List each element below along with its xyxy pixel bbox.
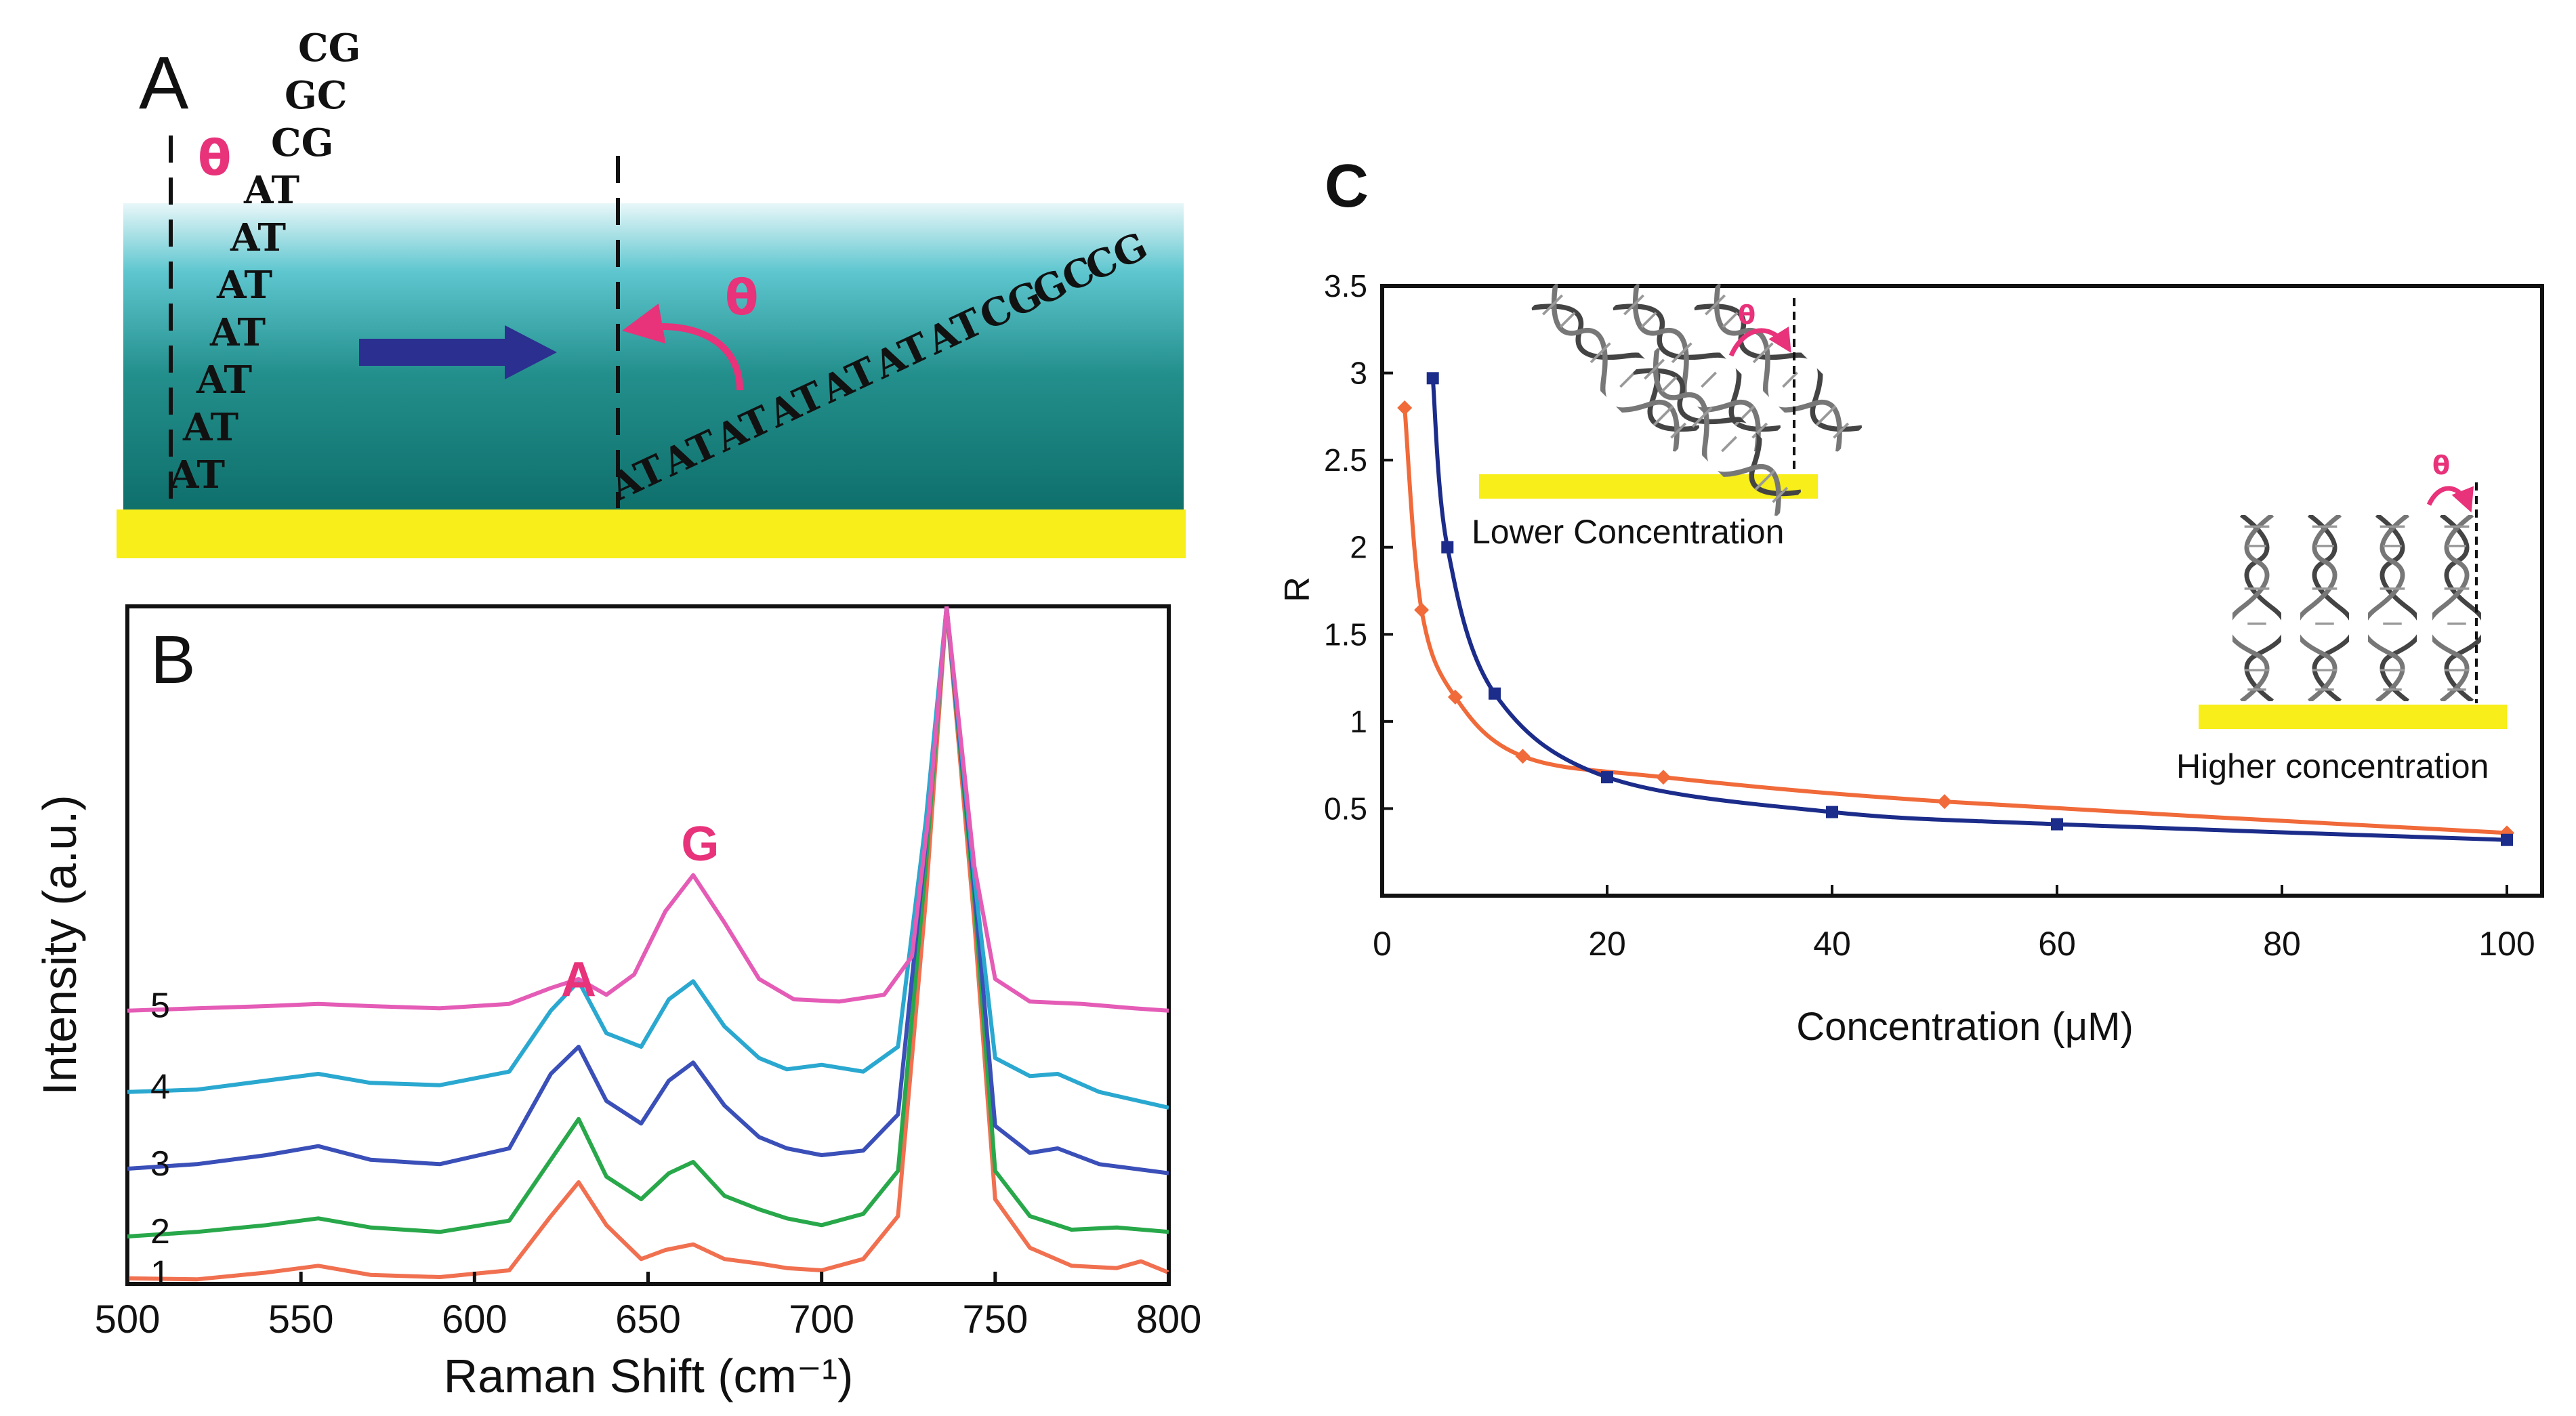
peak-labels: AG [561,817,719,1007]
inset-lower-concentration: θ Lower Concentration [1472,274,1872,551]
c-x-tick-label: 40 [1813,925,1851,963]
base-pair-left: GC [285,73,347,118]
spectrum-label: 2 [150,1212,170,1251]
data-point-blue [2051,818,2063,831]
c-x-tick-label: 100 [2478,925,2535,963]
inset-lower-substrate [1479,474,1818,499]
spectrum-5 [127,606,1169,1013]
c-x-tick-label: 20 [1588,925,1626,963]
data-point-blue [1441,541,1454,554]
inset-lower-theta: θ [1738,300,1756,330]
theta-symbol-right: θ [725,269,758,326]
data-point-blue [1601,771,1613,784]
transition-arrow [359,325,557,379]
base-pair-left: AT [182,405,238,450]
spectrum-label: 3 [150,1144,170,1184]
data-point-orange [1656,770,1671,785]
data-point-blue [1489,687,1501,700]
c-y-axis-title: R [1278,577,1317,602]
inset-lower-label: Lower Concentration [1472,513,1784,551]
base-pair-left: AT [230,215,286,260]
inset-higher-substrate [2199,705,2507,729]
base-pair-left: AT [216,263,272,308]
spectrum-3 [127,606,1169,1175]
c-x-tick-label: 80 [2263,925,2301,963]
spectrum-label: 4 [150,1068,170,1107]
c-x-tick-label: 0 [1373,925,1392,963]
spectrum-label: 1 [150,1254,170,1293]
data-point-orange [1447,689,1463,705]
b-x-tick-label: 700 [789,1297,854,1341]
b-x-tick-label: 800 [1136,1297,1202,1341]
panel-c: C 0.5 1 1.5 2 2.5 3 3.5 0 20 40 60 80 100 R Concent… [1278,152,2544,1049]
water-layer [123,203,1184,515]
inset-higher-theta: θ [2432,451,2450,480]
data-point-blue [2501,833,2513,846]
peak-label: G [681,817,719,871]
curve-blue [1430,378,2508,842]
spectrum-1 [127,606,1169,1282]
inset-lower-theta-arc [1728,326,1791,357]
panel-c-label: C [1325,152,1369,220]
inset-higher-label: Higher concentration [2176,747,2489,785]
panel-c-frame [1380,284,2544,898]
data-point-orange [1414,602,1430,618]
c-y-tick-label: 1 [1350,704,1367,739]
r-curves [1397,372,2514,846]
data-point-orange [1397,400,1413,415]
c-x-axis-title: Concentration (μM) [1796,1005,2134,1049]
c-y-tick-label: 2 [1350,530,1367,565]
c-x-tick-label: 60 [2038,925,2076,963]
b-x-tick-label: 500 [95,1297,161,1341]
raman-spectra [127,606,1169,1282]
c-y-tick-label: 1.5 [1324,617,1367,652]
base-pair-left: CG [271,121,333,165]
spectrum-4 [127,606,1169,1110]
peak-label: A [561,953,596,1007]
b-y-axis-title: Intensity (a.u.) [33,795,86,1096]
spectrum-labels: 12 3 4 5 [150,986,170,1293]
panel-a-label: A [139,41,189,125]
substrate [117,509,1186,558]
theta-arc-right [622,304,743,391]
c-y-axis-ticks: 0.5 1 1.5 2 2.5 3 3.5 [1324,268,1393,826]
theta-symbol-left: θ [198,129,231,186]
c-y-tick-label: 2.5 [1324,442,1367,478]
c-y-tick-label: 3 [1350,356,1367,391]
b-x-tick-label: 600 [442,1297,507,1341]
c-x-axis-ticks: 0 20 40 60 80 100 [1373,885,2535,963]
b-x-tick-label: 650 [615,1297,681,1341]
inset-higher-theta-arc [2426,486,2474,513]
spectrum-2 [127,606,1169,1238]
upright-dna-helices [2228,515,2485,701]
data-point-blue [1426,372,1439,385]
data-point-orange [1515,749,1531,764]
base-pair-left: AT [209,310,266,355]
base-pair-left: AT [243,168,299,213]
c-y-tick-label: 0.5 [1324,791,1367,826]
b-x-axis-ticks: 500 550 600 650 700 750 800 [95,1272,1202,1341]
base-pair-left: AT [196,358,252,402]
c-y-tick-label: 3.5 [1324,268,1367,304]
b-x-tick-label: 750 [962,1297,1028,1341]
data-point-orange [1937,794,1952,810]
base-pair-left: AT [169,453,225,497]
data-point-blue [1826,806,1838,818]
b-x-axis-title: Raman Shift (cm⁻¹) [444,1350,854,1402]
base-pair-left: CG [298,26,360,70]
inset-higher-concentration: θ Higher concentration [2176,451,2507,785]
panel-b-label: B [150,622,196,698]
b-x-tick-label: 550 [268,1297,334,1341]
spectrum-label: 5 [150,986,170,1026]
